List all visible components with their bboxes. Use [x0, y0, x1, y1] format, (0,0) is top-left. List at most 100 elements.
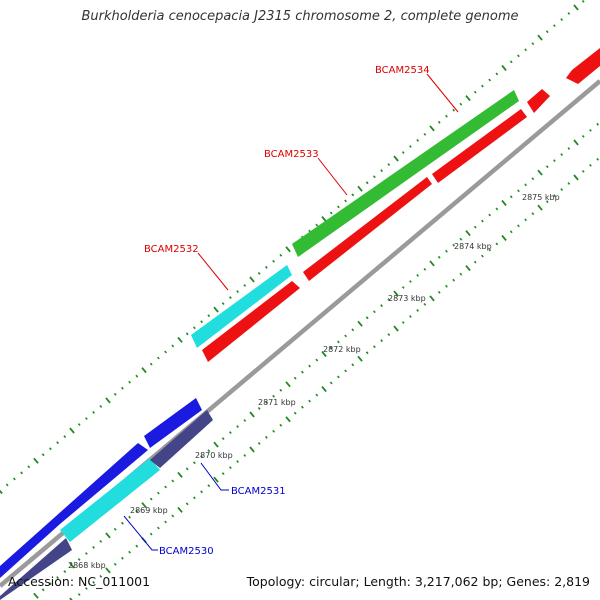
feature-cyan-top[interactable] — [191, 265, 292, 348]
axis-label-2872: 2872 kbp — [323, 345, 361, 354]
feature-blue-2[interactable] — [0, 443, 148, 578]
tick-mark — [236, 425, 240, 429]
tick-mark — [589, 163, 592, 167]
tick-mark — [13, 477, 16, 481]
feature-cyan-bottom[interactable] — [60, 458, 160, 542]
tick-mark — [135, 509, 139, 513]
tick-mark — [257, 441, 261, 445]
feature-red-a[interactable] — [566, 48, 600, 84]
gene-label-bcam2530[interactable]: BCAM2530 — [159, 546, 214, 557]
tick-mark — [351, 328, 355, 332]
tick-mark — [243, 284, 247, 287]
feature-red-e[interactable] — [202, 281, 300, 362]
tick-mark — [157, 526, 160, 530]
tick-mark — [365, 351, 369, 355]
tick-mark — [373, 345, 376, 349]
tick-mark — [553, 159, 556, 163]
tick-mark — [213, 476, 219, 483]
tick-mark — [581, 169, 585, 173]
gene-label-bcam2531[interactable]: BCAM2531 — [231, 486, 286, 497]
tick-mark — [171, 344, 175, 348]
tick-mark — [193, 461, 196, 465]
tick-mark — [473, 90, 477, 94]
feature-navy-2[interactable] — [0, 538, 72, 600]
feature-red-d[interactable] — [303, 177, 432, 281]
tick-mark — [373, 310, 376, 314]
tick-mark — [249, 446, 255, 453]
tick-mark — [229, 466, 232, 470]
tick-mark — [589, 128, 592, 132]
tick-mark — [20, 471, 24, 475]
tick-mark — [200, 320, 204, 324]
tick-mark — [481, 84, 484, 88]
tick-mark — [221, 472, 225, 476]
tick-mark — [560, 188, 564, 191]
tick-mark — [229, 296, 232, 300]
tick-mark — [452, 278, 456, 282]
tick-mark — [537, 169, 543, 176]
tick-mark — [517, 189, 520, 193]
feature-blue-1[interactable] — [144, 398, 202, 448]
tick-mark — [249, 276, 255, 283]
feature-red-b[interactable] — [527, 89, 550, 113]
feature-red-c[interactable] — [432, 109, 527, 183]
tick-mark — [573, 139, 579, 146]
tick-mark — [501, 234, 507, 241]
tick-mark — [357, 355, 363, 362]
tick-mark — [49, 582, 52, 586]
feature-green[interactable] — [292, 90, 519, 257]
tick-mark — [285, 381, 291, 388]
tick-mark — [113, 562, 117, 566]
tick-mark — [185, 467, 189, 471]
tick-mark — [581, 134, 585, 138]
tick-mark — [531, 212, 535, 216]
tick-mark — [481, 219, 484, 223]
tick-mark — [517, 54, 520, 58]
tick-mark — [5, 483, 9, 487]
tick-mark — [501, 64, 507, 71]
gene-label-bcam2532[interactable]: BCAM2532 — [144, 244, 199, 255]
genome-summary: Topology: circular; Length: 3,217,062 bp… — [246, 574, 590, 589]
tick-mark — [357, 320, 363, 327]
tick-mark — [373, 175, 376, 179]
tick-mark — [560, 18, 564, 21]
tick-mark — [357, 185, 363, 192]
tick-mark — [257, 271, 261, 275]
tick-mark — [92, 580, 95, 584]
gene-label-bcam2534[interactable]: BCAM2534 — [375, 65, 430, 76]
tick-mark — [63, 570, 67, 574]
tick-mark — [560, 153, 564, 156]
tick-mark — [264, 435, 268, 439]
gene-label-bcam2533[interactable]: BCAM2533 — [264, 149, 319, 160]
tick-mark — [236, 290, 240, 294]
tick-mark — [416, 309, 420, 312]
tick-mark — [509, 60, 513, 64]
tick-mark — [524, 183, 528, 187]
tick-mark — [380, 339, 384, 343]
tick-mark — [177, 506, 183, 513]
tick-mark — [171, 479, 175, 483]
tick-mark — [321, 216, 327, 223]
tick-mark — [567, 147, 571, 150]
tick-mark — [437, 290, 441, 294]
tick-mark — [49, 447, 52, 451]
tick-mark — [481, 254, 484, 258]
tick-mark — [329, 346, 333, 350]
tick-mark — [437, 120, 441, 124]
tick-mark — [545, 200, 549, 204]
tick-mark — [445, 249, 448, 253]
tick-mark — [99, 539, 103, 543]
tick-mark — [105, 532, 111, 539]
tick-mark — [213, 306, 219, 313]
feature-navy-1[interactable] — [150, 410, 213, 468]
tick-mark — [300, 405, 304, 409]
tick-mark — [329, 381, 333, 385]
tick-mark — [315, 358, 319, 362]
tick-mark — [437, 255, 441, 259]
tick-mark — [329, 211, 333, 215]
tick-mark — [236, 460, 240, 464]
tick-mark — [488, 78, 492, 82]
tick-mark — [279, 423, 283, 427]
tick-mark — [401, 286, 405, 289]
